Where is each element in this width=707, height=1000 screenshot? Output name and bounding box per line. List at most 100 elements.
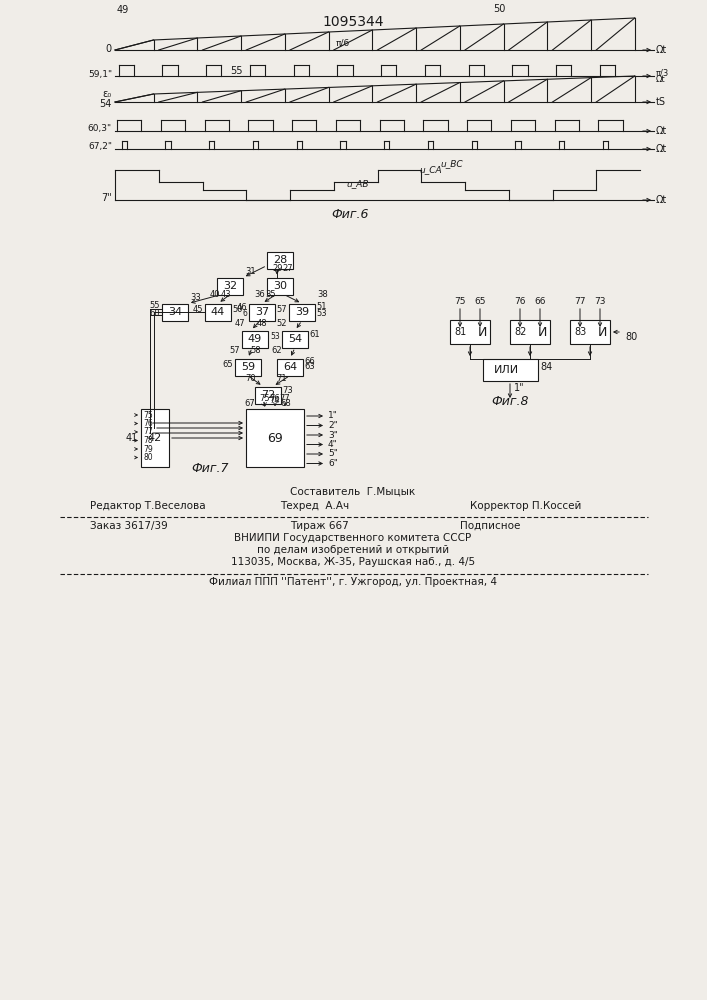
Text: 73: 73: [282, 386, 293, 395]
Bar: [217, 277, 243, 294]
Text: π/3: π/3: [656, 68, 670, 78]
Text: π/6: π/6: [336, 39, 350, 48]
Text: 77: 77: [574, 297, 586, 306]
Text: 5": 5": [328, 450, 338, 458]
Text: 6": 6": [328, 459, 338, 468]
Text: 31: 31: [245, 266, 256, 275]
Text: 55: 55: [149, 301, 160, 310]
Text: И: И: [477, 326, 486, 338]
Text: 67: 67: [244, 399, 255, 408]
Text: И: И: [597, 326, 607, 338]
Text: по делам изобретений и открытий: по делам изобретений и открытий: [257, 545, 449, 555]
Text: 75: 75: [259, 394, 270, 403]
Text: 60,3": 60,3": [88, 124, 112, 133]
Bar: [205, 304, 231, 320]
Text: 48: 48: [257, 318, 268, 328]
Text: Фиг.6: Фиг.6: [332, 208, 369, 221]
Text: 4": 4": [328, 440, 338, 449]
Bar: [162, 304, 188, 320]
Text: ИЛИ: ИЛИ: [493, 365, 518, 375]
Bar: [482, 359, 537, 381]
Text: 49: 49: [117, 5, 129, 15]
Text: 57: 57: [276, 305, 287, 314]
Text: Корректор П.Коссей: Корректор П.Коссей: [470, 501, 581, 511]
Text: Заказ 3617/39: Заказ 3617/39: [90, 521, 168, 531]
Text: 78: 78: [143, 436, 153, 445]
Text: 84: 84: [540, 362, 553, 372]
Text: 50: 50: [232, 305, 243, 314]
Text: ε₀: ε₀: [103, 89, 112, 99]
Text: 69: 69: [267, 432, 283, 444]
Text: 80: 80: [143, 453, 153, 462]
Text: Составитель  Г.Мыцык: Составитель Г.Мыцык: [291, 487, 416, 497]
Text: 76: 76: [514, 297, 526, 306]
Text: Ωt: Ωt: [656, 144, 667, 154]
Text: 66: 66: [534, 297, 546, 306]
Text: 32: 32: [223, 281, 237, 291]
Text: 29: 29: [272, 264, 283, 273]
Bar: [242, 330, 268, 348]
Text: 54: 54: [100, 99, 112, 109]
Bar: [282, 330, 308, 348]
Text: Тираж 667: Тираж 667: [290, 521, 349, 531]
Text: 44: 44: [211, 307, 225, 317]
Text: tS: tS: [656, 97, 666, 107]
Text: 45: 45: [192, 305, 203, 314]
Text: 51: 51: [316, 302, 327, 311]
Text: 40: 40: [210, 290, 221, 299]
Text: 57: 57: [229, 346, 240, 355]
Text: Ωt: Ωt: [656, 195, 667, 205]
Text: u_CA: u_CA: [419, 165, 442, 174]
Bar: [255, 386, 281, 403]
Text: 73: 73: [595, 297, 606, 306]
Text: 66: 66: [304, 357, 315, 366]
Text: 36: 36: [254, 290, 264, 299]
Text: 38: 38: [317, 290, 328, 299]
Text: Редактор Т.Веселова: Редактор Т.Веселова: [90, 501, 206, 511]
Text: 54: 54: [288, 334, 302, 344]
Text: 62: 62: [271, 346, 282, 355]
Text: 63: 63: [304, 362, 315, 371]
Text: 46: 46: [236, 303, 247, 312]
Text: 68: 68: [280, 399, 291, 408]
Text: 50: 50: [493, 4, 506, 14]
Text: 28: 28: [273, 255, 287, 265]
Text: 49: 49: [248, 334, 262, 344]
Text: 59,1": 59,1": [88, 70, 112, 79]
Text: 113035, Москва, Ж-35, Раушская наб., д. 4/5: 113035, Москва, Ж-35, Раушская наб., д. …: [231, 557, 475, 567]
Bar: [235, 359, 261, 375]
Bar: [450, 320, 490, 344]
Text: Ωt: Ωt: [656, 45, 667, 55]
Text: 75: 75: [455, 297, 466, 306]
Text: 77: 77: [280, 394, 291, 403]
Text: 76: 76: [143, 419, 153, 428]
Text: 67,2": 67,2": [88, 142, 112, 151]
Text: ВНИИПИ Государственного комитета СССР: ВНИИПИ Государственного комитета СССР: [235, 533, 472, 543]
Text: Ωt: Ωt: [656, 75, 665, 84]
Text: 7": 7": [101, 193, 112, 203]
Text: И: И: [537, 326, 547, 338]
Bar: [510, 320, 550, 344]
Text: 74: 74: [269, 396, 280, 405]
Bar: [267, 251, 293, 268]
Text: 0: 0: [106, 44, 112, 54]
Text: 39: 39: [295, 307, 309, 317]
Text: 65: 65: [223, 360, 233, 369]
Text: 6: 6: [242, 309, 247, 318]
Text: 77: 77: [143, 428, 153, 436]
Text: u_AB: u_AB: [346, 179, 368, 188]
Text: Филиал ППП ''Патент'', г. Ужгород, ул. Проектная, 4: Филиал ППП ''Патент'', г. Ужгород, ул. П…: [209, 577, 497, 587]
Text: 3": 3": [328, 430, 338, 440]
Text: 83: 83: [574, 327, 586, 337]
Text: 53: 53: [270, 332, 280, 341]
Bar: [570, 320, 610, 344]
Text: Ωt: Ωt: [656, 126, 667, 136]
Text: 55: 55: [230, 66, 243, 76]
Text: Фиг.7: Фиг.7: [192, 462, 229, 475]
Text: 76: 76: [269, 394, 281, 403]
Text: 30: 30: [273, 281, 287, 291]
Bar: [289, 304, 315, 320]
Text: Техред  А.Ач: Техред А.Ач: [280, 501, 349, 511]
Text: u_BC: u_BC: [440, 159, 463, 168]
Text: 75: 75: [143, 410, 153, 420]
